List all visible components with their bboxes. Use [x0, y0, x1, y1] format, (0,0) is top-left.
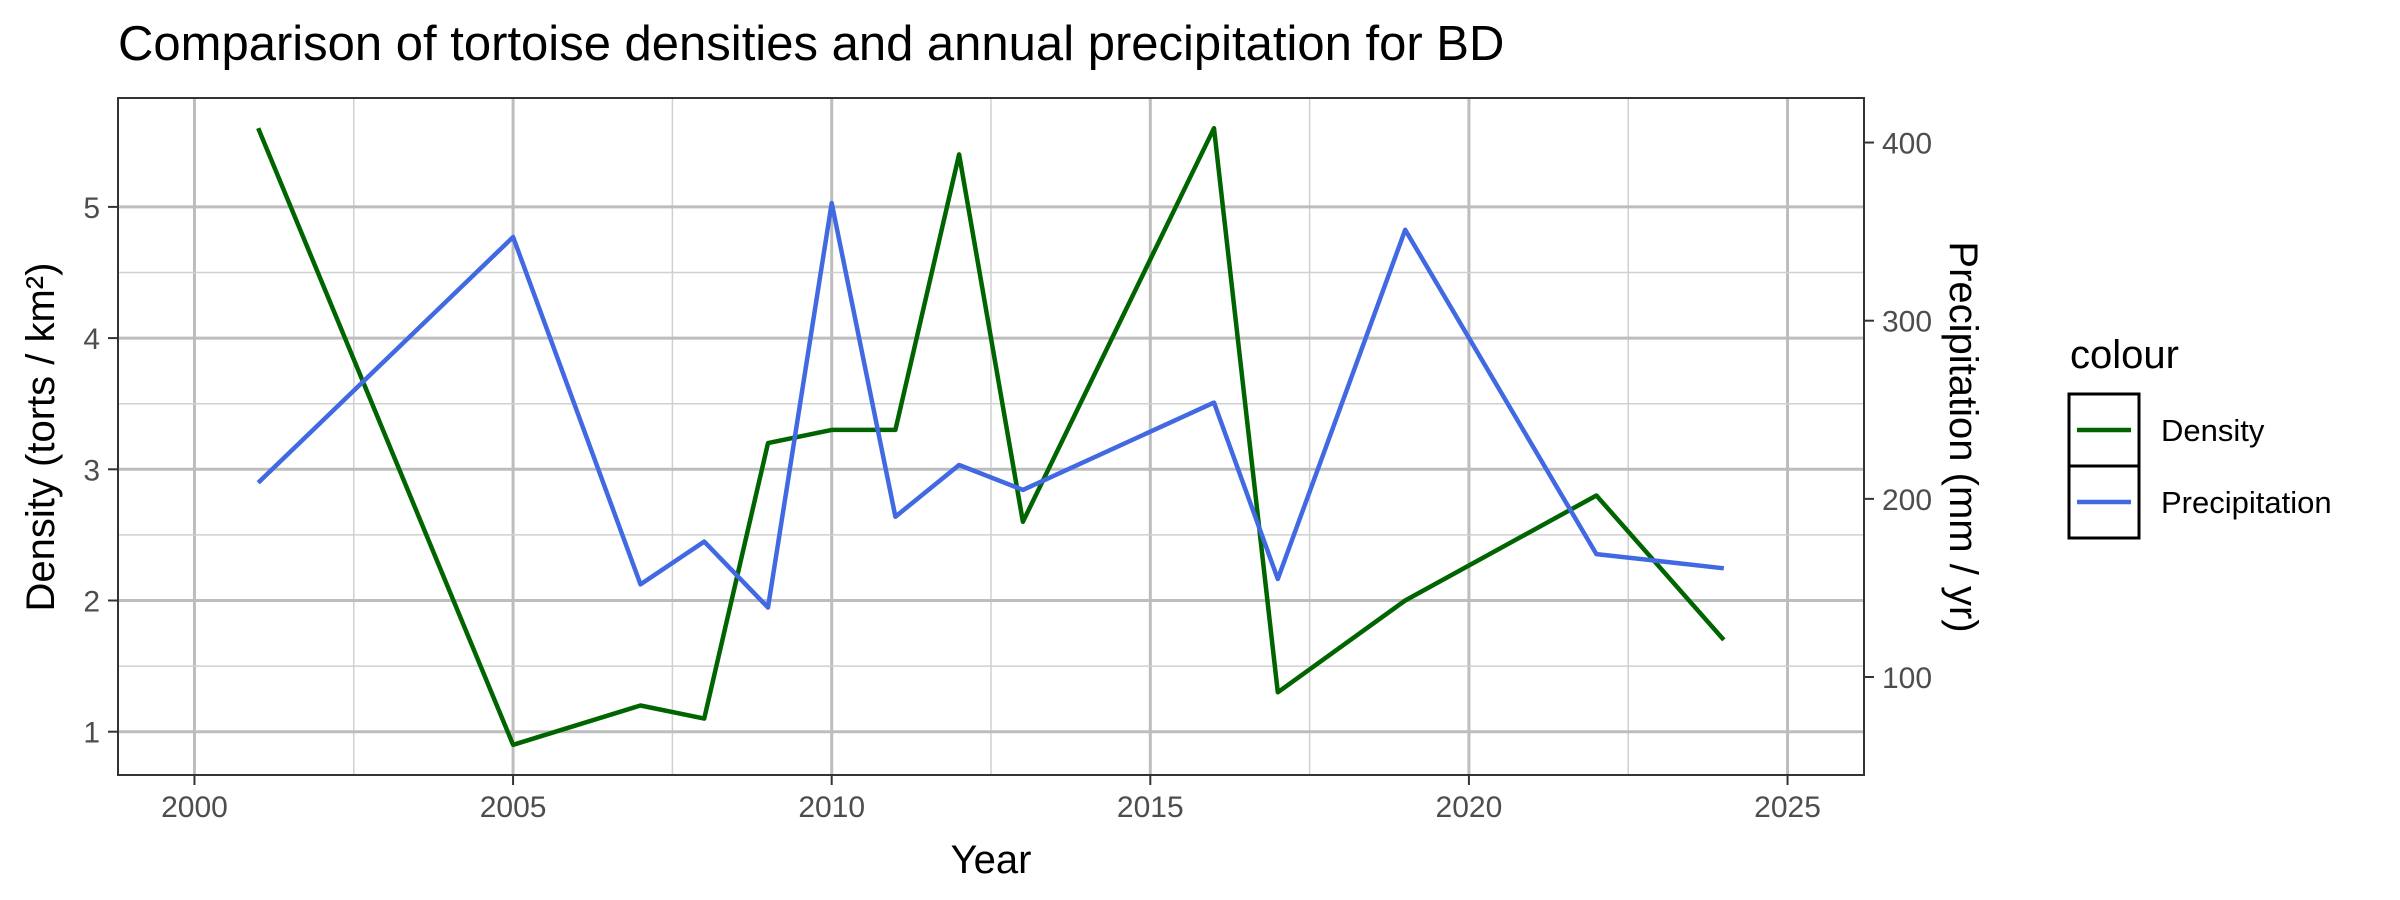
x-tick-label: 2020 [1436, 791, 1503, 824]
x-tick-label: 2005 [480, 791, 547, 824]
panel-border [117, 97, 1865, 776]
x-axis-title: Year [951, 838, 1032, 882]
x-tick-label: 2010 [798, 791, 865, 824]
chart-title: Comparison of tortoise densities and ann… [118, 17, 1504, 71]
y-tick-label: 2 [83, 586, 100, 619]
y2-tick-label: 100 [1882, 662, 1932, 695]
y2-tick-label: 300 [1882, 306, 1932, 339]
series-layer [256, 125, 1726, 748]
y-axis-title: Density (torts / km²) [19, 263, 63, 612]
legend-label-density: Density [2161, 413, 2265, 448]
y-tick-label: 3 [83, 454, 100, 487]
x-tick-label: 2015 [1117, 791, 1184, 824]
legend-title: colour [2070, 333, 2179, 377]
series-line-density [256, 125, 1726, 748]
axis-ticks: 2000 2005 2010 2015 2020 2025 1 2 3 4 5 100 200 300 40… [83, 128, 1932, 824]
y-tick-label: 1 [83, 717, 100, 750]
legend: colour Density Precipitation [2067, 333, 2332, 540]
series-line-precipitation [256, 200, 1725, 610]
y-tick-label: 4 [83, 323, 100, 356]
y2-axis-title: Precipitation (mm / yr) [1941, 241, 1985, 632]
x-tick-label: 2000 [161, 791, 228, 824]
x-tick-label: 2025 [1754, 791, 1821, 824]
y2-tick-label: 200 [1882, 484, 1932, 517]
y2-tick-label: 400 [1882, 128, 1932, 161]
y-tick-label: 5 [83, 192, 100, 225]
legend-label-precipitation: Precipitation [2161, 485, 2332, 520]
grid [118, 98, 1864, 775]
